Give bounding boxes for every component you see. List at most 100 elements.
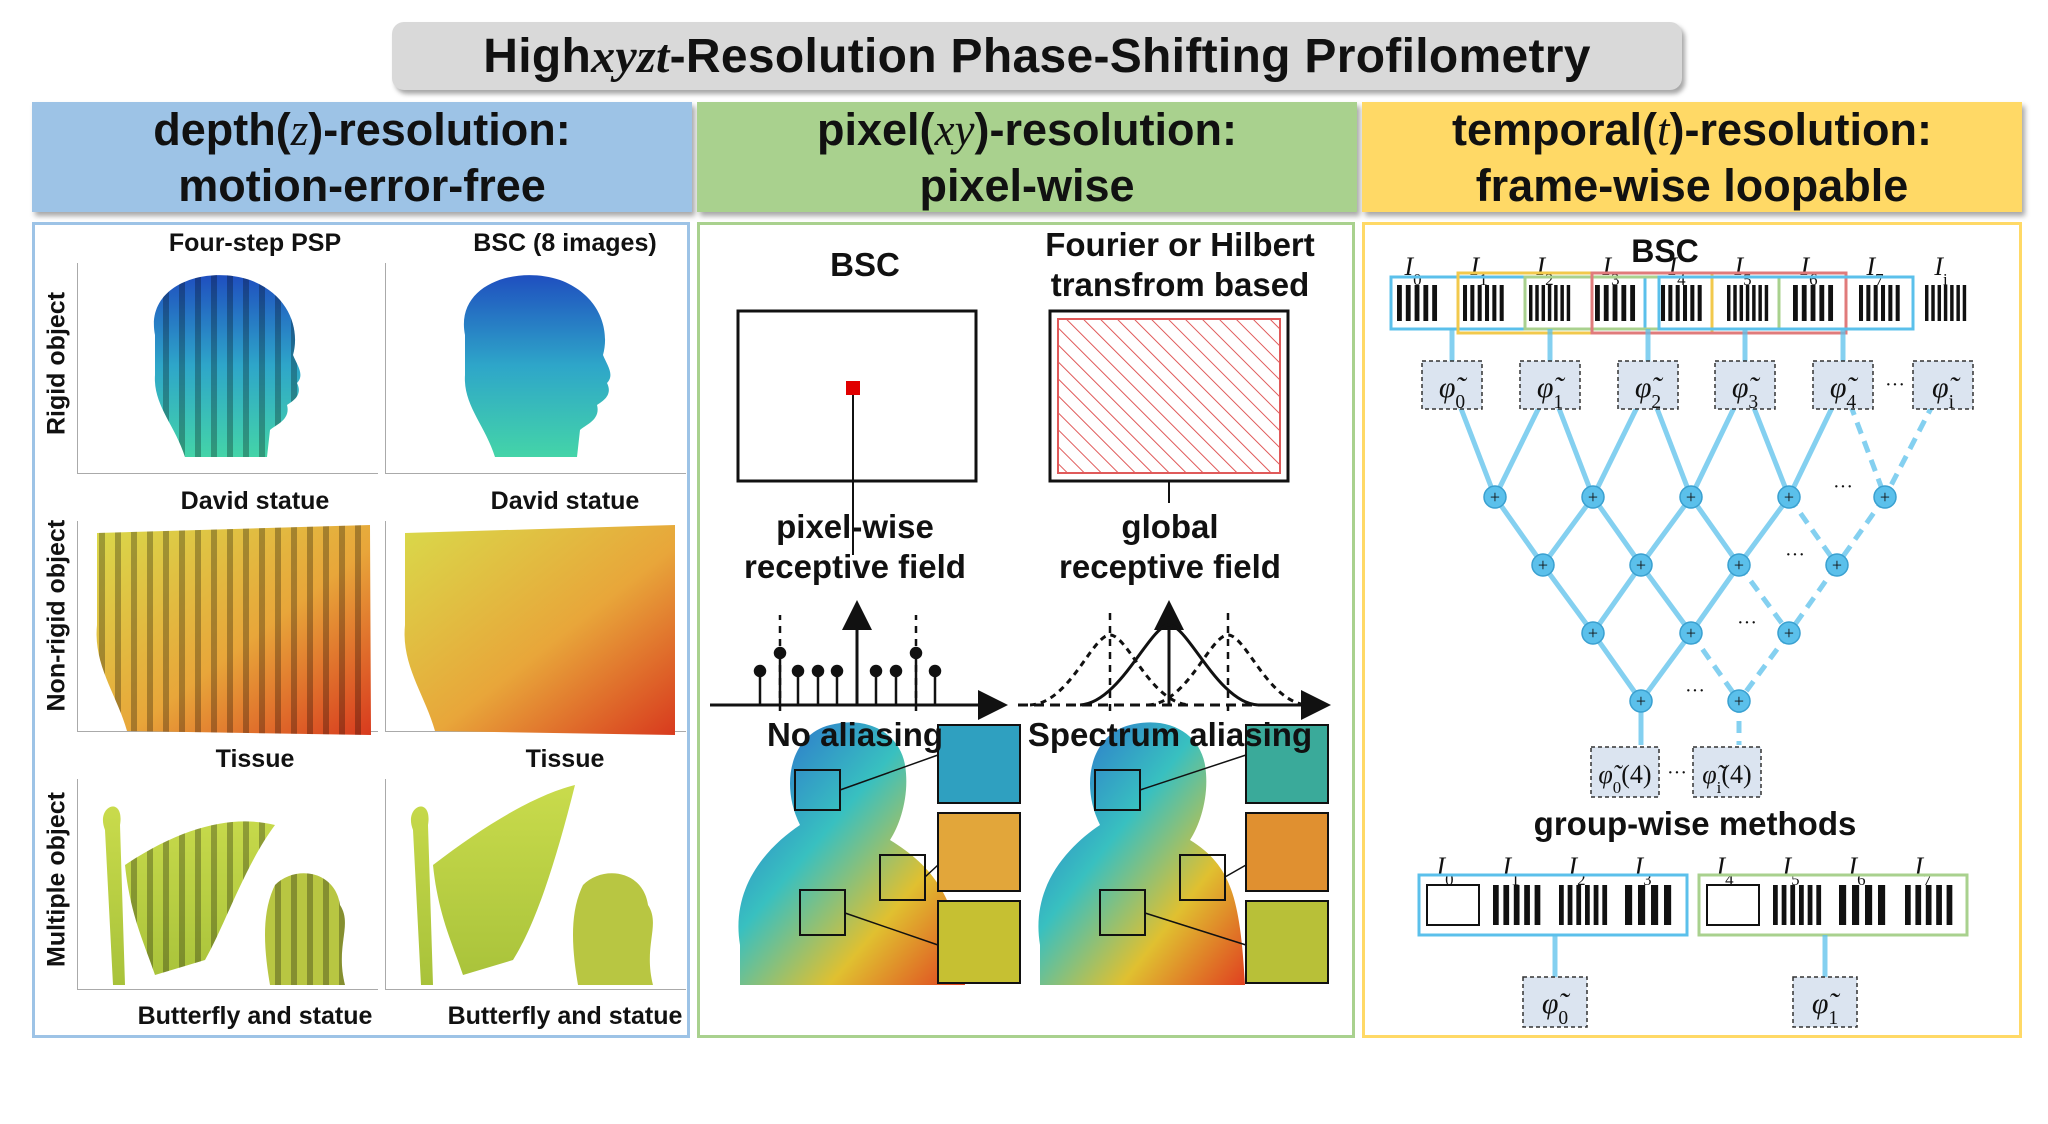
- fringe-image: [1559, 885, 1611, 925]
- lattice-edge: [1638, 495, 1694, 567]
- sum-node: [1581, 485, 1605, 509]
- ellipsis: ···: [1685, 680, 1705, 702]
- sum-node: [1873, 485, 1897, 509]
- sum-node: [1777, 485, 1801, 509]
- frame-label-5: I5: [1733, 252, 1751, 289]
- spectrum-aliasing-label: Spectrum aliasing: [1027, 716, 1313, 753]
- output-box-i: [1692, 746, 1762, 798]
- lattice-edge: [1638, 563, 1694, 635]
- lattice-edge: [1736, 495, 1792, 567]
- fourier-title-line1: Fourier or Hilbert: [1045, 226, 1315, 263]
- ellipsis: ···: [1785, 544, 1805, 566]
- plot-frame: [385, 263, 686, 474]
- group-wise-title: group-wise methods: [1533, 805, 1857, 842]
- lattice-edge: [1688, 563, 1742, 635]
- statue-render-fourier: [1038, 722, 1329, 985]
- title-vars: xyzt: [591, 29, 670, 83]
- plus-sign: +: [1734, 691, 1744, 711]
- lattice-edge-dashed: [1786, 563, 1840, 635]
- pixel-panel: BSC Fourier or Hilbert transfrom based: [697, 222, 1355, 1038]
- plus-sign: +: [1784, 487, 1794, 507]
- fringe-image: [1839, 885, 1891, 925]
- fringe-image: [1773, 885, 1825, 925]
- spectrum-aliasing: [1018, 600, 1331, 720]
- pixel-header-line1: pixel(xy)-resolution:: [817, 102, 1237, 158]
- group-frame-label-0: I0: [1435, 852, 1453, 889]
- window-2: [1523, 275, 1781, 331]
- sum-node: [1581, 621, 1605, 645]
- fringe-image: [1905, 885, 1957, 925]
- receptive-field-diagram: [710, 309, 1331, 985]
- output-box-0: [1590, 746, 1660, 798]
- depth-header-a: depth(: [153, 103, 291, 155]
- fringe-image: [1625, 885, 1677, 925]
- frame-label-7: I7: [1865, 252, 1883, 289]
- pixel-header-b: )-resolution:: [974, 103, 1237, 155]
- lattice-edge-dashed: [1736, 631, 1792, 703]
- caption-david-bsc: David statue: [490, 487, 640, 515]
- caption-tissue-bsc: Tissue: [525, 745, 605, 773]
- sum-node: [1483, 485, 1507, 509]
- plus-sign: +: [1686, 623, 1696, 643]
- fringe-image: [1925, 285, 1969, 321]
- plus-sign: +: [1636, 555, 1646, 575]
- fringe-image: [1397, 285, 1441, 321]
- blank-image: [1426, 884, 1480, 926]
- lattice-edge: [1540, 495, 1596, 567]
- pixel-header-line2: pixel-wise: [919, 159, 1135, 211]
- group-phase-box-0: [1522, 976, 1588, 1028]
- caption-butterfly-bsc: Butterfly and statue: [447, 1002, 683, 1030]
- lattice-edge: [1638, 631, 1694, 703]
- fringe-image: [1793, 285, 1837, 321]
- frame-label-1: I1: [1469, 252, 1487, 289]
- fringe-image: [1529, 285, 1573, 321]
- temporal-header-var: t: [1657, 104, 1670, 155]
- frame-label-6: I6: [1799, 252, 1817, 289]
- group-frame-label-5: I5: [1781, 852, 1799, 889]
- temporal-header-line2: frame-wise loopable: [1475, 159, 1909, 211]
- ellipsis: ···: [1833, 476, 1853, 498]
- caption-tissue-psp: Tissue: [215, 745, 295, 773]
- plus-sign: +: [1636, 691, 1646, 711]
- group-frame-label-4: I4: [1715, 852, 1734, 889]
- plus-sign: +: [1832, 555, 1842, 575]
- depth-panel: Four-step PSP BSC (8 images) Rigid objec…: [32, 222, 690, 1038]
- fringe-image: [1463, 285, 1507, 321]
- lattice-edge: [1540, 563, 1596, 635]
- lattice-edge: [1590, 563, 1644, 635]
- spectrum-no-aliasing: [710, 600, 1008, 720]
- title-prefix: High: [483, 29, 592, 83]
- bsc-title: BSC: [830, 246, 900, 283]
- depth-header-line2: motion-error-free: [178, 159, 546, 211]
- lattice-edge-dashed: [1736, 563, 1792, 635]
- lattice-edge-dashed: [1834, 495, 1888, 567]
- depth-header-var: z: [290, 104, 309, 155]
- sum-node: [1727, 689, 1751, 713]
- temporal-header-b: )-resolution:: [1669, 103, 1932, 155]
- sum-node: [1679, 485, 1703, 509]
- depth-header-b: )-resolution:: [308, 103, 571, 155]
- group-frame-label-7: I7: [1913, 852, 1931, 889]
- global-label-2: receptive field: [1059, 548, 1281, 585]
- pixel-resolution-header: pixel(xy)-resolution: pixel-wise: [697, 102, 1357, 212]
- frame-label-i: Ii: [1933, 252, 1948, 289]
- phase-box-i: [1912, 360, 1974, 410]
- global-label-1: global: [1121, 508, 1219, 545]
- col-title-bsc: BSC (8 images): [473, 229, 657, 257]
- lattice-edge: [1590, 631, 1644, 703]
- window-3: [1590, 271, 1848, 335]
- frame-label-4: I4: [1667, 252, 1686, 289]
- pixel-header-a: pixel(: [817, 103, 935, 155]
- group-frame-label-6: I6: [1847, 852, 1865, 889]
- depth-renderings: [96, 275, 675, 985]
- temporal-header-a: temporal(: [1451, 103, 1658, 155]
- pixel-wise-label-1: pixel-wise: [776, 508, 934, 545]
- output-label-i: φ̃i(4): [1702, 760, 1751, 797]
- main-title: High xyzt -Resolution Phase-Shifting Pro…: [392, 22, 1682, 90]
- sum-node: [1629, 689, 1653, 713]
- plus-sign: +: [1880, 487, 1890, 507]
- ellipsis: ···: [1737, 612, 1757, 634]
- temporal-resolution-header: temporal(t)-resolution: frame-wise loopa…: [1362, 102, 2022, 212]
- depth-resolution-header: depth(z)-resolution: motion-error-free: [32, 102, 692, 212]
- phase-box-4: [1812, 360, 1874, 410]
